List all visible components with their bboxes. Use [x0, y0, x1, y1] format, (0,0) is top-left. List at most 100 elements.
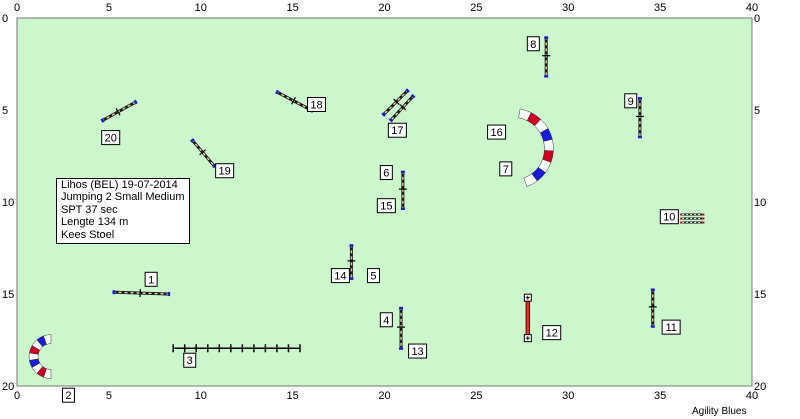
number-text: 17 — [391, 125, 403, 137]
jump-obstacle — [381, 88, 410, 117]
jump-obstacle — [347, 244, 356, 280]
number-text: 5 — [370, 271, 376, 283]
number-box — [330, 268, 350, 284]
y-tick-label: 10 — [2, 197, 14, 209]
number-box — [376, 198, 396, 214]
jump-wing — [133, 99, 138, 105]
info-judge: Kees Stoel — [61, 228, 115, 241]
y-tick-label: 5 — [754, 105, 760, 117]
number-text: 7 — [503, 164, 509, 176]
number-box — [487, 124, 507, 140]
jump-wing — [381, 112, 386, 117]
number-text: 10 — [663, 212, 675, 224]
info-length: Lengte 134 m — [61, 216, 129, 229]
x-tick-label: 20 — [378, 390, 390, 402]
tunnel-segment — [543, 139, 554, 152]
walk-obstacle — [523, 293, 532, 343]
jump-obstacle — [388, 93, 416, 123]
number-box — [499, 161, 513, 177]
jump-obstacle — [398, 170, 407, 211]
x-tick-label: 0 — [14, 390, 20, 402]
jump-tick — [115, 108, 121, 116]
number-text: 20 — [105, 133, 117, 145]
jump-wing — [388, 117, 394, 123]
obstacle-number-3: 3 — [183, 352, 197, 368]
y-tick-label: 15 — [2, 289, 14, 301]
obstacle-number-11: 11 — [661, 319, 681, 335]
y-tick-label: 10 — [754, 197, 766, 209]
number-text: 2 — [65, 390, 71, 402]
jump-tick — [291, 96, 296, 105]
number-text: 11 — [665, 322, 676, 334]
obstacle-number-6: 6 — [379, 165, 393, 181]
number-box — [307, 96, 327, 112]
x-tick-label: 40 — [746, 390, 758, 402]
obstacle-number-14: 14 — [330, 268, 350, 284]
x-tick-label: 30 — [562, 2, 574, 14]
x-tick-label: 40 — [746, 2, 758, 14]
jump-obstacle — [397, 306, 406, 350]
jump-wing — [410, 93, 416, 99]
x-tick-label: 35 — [654, 2, 666, 14]
y-tick-label: 20 — [754, 381, 766, 393]
tunnel-obstacle — [518, 108, 554, 187]
jump-tick — [199, 149, 207, 156]
tyre-obstacle — [680, 213, 705, 224]
jump-wing — [212, 163, 217, 169]
number-text: 1 — [148, 274, 154, 286]
obstacle-number-12: 12 — [542, 325, 562, 341]
number-box — [408, 343, 428, 359]
number-text: 6 — [383, 168, 389, 180]
number-text: 19 — [219, 166, 231, 178]
number-box — [144, 271, 158, 287]
obstacle-number-17: 17 — [387, 122, 407, 138]
obstacle-number-1: 1 — [144, 271, 158, 287]
x-tick-label: 25 — [470, 390, 482, 402]
obstacle-number-4: 4 — [379, 312, 393, 328]
info-class: Jumping 2 Small Medium — [61, 191, 185, 204]
number-text: 8 — [530, 39, 536, 51]
number-text: 16 — [490, 127, 502, 139]
jump-tick — [393, 98, 400, 105]
x-tick-label: 30 — [562, 390, 574, 402]
obstacle-number-18: 18 — [307, 96, 327, 112]
number-box — [624, 93, 638, 109]
number-box — [101, 130, 121, 146]
number-text: 15 — [380, 201, 392, 213]
x-tick-label: 25 — [470, 2, 482, 14]
number-text: 4 — [383, 315, 389, 327]
number-box — [542, 325, 562, 341]
y-tick-label: 0 — [754, 13, 760, 25]
number-box — [379, 312, 393, 328]
info-spt: SPT 37 sec — [61, 203, 118, 216]
jump-tick — [399, 104, 407, 111]
y-tick-label: 5 — [2, 105, 8, 117]
x-tick-label: 15 — [287, 2, 299, 14]
jump-wing — [275, 89, 280, 95]
jump-obstacle — [635, 97, 644, 139]
obstacle-number-9: 9 — [624, 93, 638, 109]
obstacle-number-10: 10 — [659, 209, 679, 225]
obstacle-number-19: 19 — [215, 163, 235, 179]
info-competition: Lihos (BEL) 19-07-2014 — [61, 179, 178, 191]
obstacle-number-16: 16 — [487, 124, 507, 140]
number-box — [661, 319, 681, 335]
jump-obstacle — [112, 289, 171, 298]
number-box — [183, 352, 197, 368]
obstacle-number-7: 7 — [499, 161, 513, 177]
obstacle-number-15: 15 — [376, 198, 396, 214]
number-text: 12 — [546, 328, 558, 340]
y-tick-label: 20 — [2, 381, 14, 393]
number-box — [526, 36, 540, 52]
x-tick-label: 0 — [14, 2, 20, 14]
x-tick-label: 10 — [195, 390, 207, 402]
jump-wing — [405, 88, 410, 93]
x-tick-label: 10 — [195, 2, 207, 14]
tunnel-segment — [43, 334, 52, 345]
obstacle-number-13: 13 — [408, 343, 428, 359]
number-text: 18 — [310, 99, 322, 111]
number-box — [387, 122, 407, 138]
